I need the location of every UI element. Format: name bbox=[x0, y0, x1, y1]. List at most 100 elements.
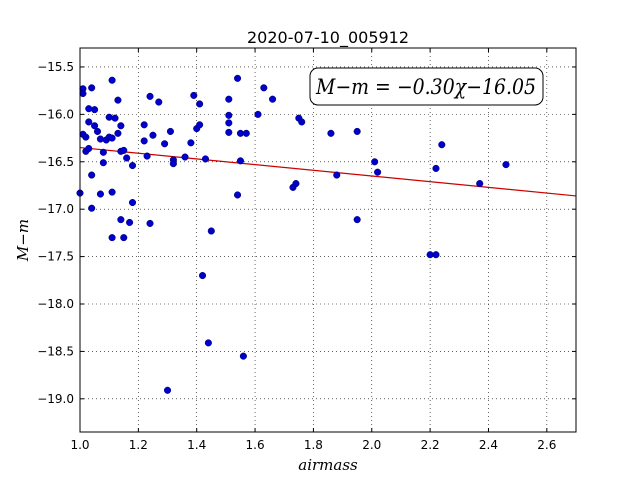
annotation-frame bbox=[309, 67, 544, 106]
data-point bbox=[432, 164, 440, 172]
x-tick-label: 1.2 bbox=[129, 438, 148, 452]
x-tick-label: 1.0 bbox=[70, 438, 89, 452]
x-tick-label: 2.4 bbox=[479, 438, 498, 452]
data-point bbox=[269, 95, 277, 103]
data-point bbox=[91, 122, 99, 130]
data-point bbox=[236, 157, 245, 165]
data-point bbox=[225, 111, 233, 119]
data-point bbox=[79, 89, 87, 98]
x-tick-label: 2.2 bbox=[421, 438, 440, 452]
data-points bbox=[76, 74, 510, 394]
data-point bbox=[96, 190, 104, 198]
data-point bbox=[149, 131, 157, 139]
data-point bbox=[85, 118, 93, 126]
x-axis-label: airmass bbox=[298, 456, 358, 474]
data-point bbox=[114, 129, 122, 137]
y-tick-label: −16.0 bbox=[37, 107, 74, 121]
data-point bbox=[117, 122, 125, 130]
data-point bbox=[292, 180, 300, 188]
data-point bbox=[207, 227, 215, 235]
data-point bbox=[438, 141, 446, 149]
data-point bbox=[225, 119, 233, 127]
data-point bbox=[88, 84, 96, 92]
data-point bbox=[155, 98, 163, 106]
data-point bbox=[99, 148, 107, 156]
chart-title: 2020-07-10_005912 bbox=[247, 28, 409, 48]
data-point bbox=[85, 144, 93, 153]
data-point bbox=[187, 139, 195, 147]
data-point bbox=[353, 127, 361, 135]
data-point bbox=[88, 204, 96, 212]
data-point bbox=[123, 154, 131, 162]
data-point bbox=[502, 161, 510, 169]
y-tick-label: −16.5 bbox=[37, 155, 74, 169]
data-point bbox=[128, 198, 137, 207]
axis-ticks bbox=[79, 48, 576, 432]
data-point bbox=[254, 110, 262, 118]
fit-line bbox=[79, 146, 577, 197]
data-point bbox=[117, 216, 125, 224]
plot-frame bbox=[79, 47, 577, 433]
x-tick-label: 1.4 bbox=[187, 438, 206, 452]
data-point bbox=[82, 133, 90, 141]
x-tick-label: 1.6 bbox=[246, 438, 265, 452]
data-point bbox=[108, 234, 116, 242]
data-point bbox=[476, 180, 484, 188]
data-point bbox=[108, 188, 116, 196]
data-point bbox=[225, 95, 233, 103]
fit-line-layer bbox=[79, 146, 577, 197]
data-point bbox=[196, 100, 204, 108]
data-point bbox=[99, 159, 107, 167]
y-tick-label: −19.0 bbox=[37, 392, 74, 406]
data-point bbox=[128, 162, 137, 170]
data-point bbox=[201, 155, 210, 163]
data-point bbox=[169, 160, 177, 168]
data-point bbox=[374, 168, 382, 176]
data-point bbox=[298, 118, 306, 126]
data-point bbox=[88, 171, 96, 179]
data-point bbox=[96, 135, 104, 143]
data-point bbox=[114, 96, 122, 104]
data-point bbox=[181, 153, 189, 161]
y-tick-label: −15.5 bbox=[37, 60, 74, 74]
data-point bbox=[85, 105, 93, 113]
x-tick-label: 1.8 bbox=[304, 438, 323, 452]
data-point bbox=[260, 84, 268, 92]
data-point bbox=[198, 272, 207, 280]
data-point bbox=[234, 74, 242, 82]
data-point bbox=[120, 146, 128, 154]
grid-lines bbox=[79, 48, 576, 432]
data-point bbox=[353, 216, 361, 224]
data-point bbox=[239, 352, 247, 360]
data-point bbox=[166, 127, 174, 135]
data-point bbox=[242, 129, 250, 137]
data-point bbox=[161, 140, 169, 148]
data-point bbox=[140, 121, 148, 129]
data-point bbox=[234, 191, 242, 199]
data-point bbox=[126, 218, 134, 227]
data-point bbox=[146, 92, 154, 100]
fit-annotation-box: M−m = −0.30χ−16.05 bbox=[309, 67, 544, 106]
data-point bbox=[120, 234, 128, 242]
data-point bbox=[143, 152, 151, 160]
y-tick-label: −17.0 bbox=[37, 202, 74, 216]
x-tick-labels: 1.0 1.2 1.4 1.6 1.8 2.0 2.2 2.4 2.6 bbox=[70, 438, 556, 452]
data-point bbox=[146, 219, 154, 227]
data-point bbox=[327, 129, 335, 137]
y-tick-labels: −15.5 −16.0 −16.5 −17.0 −17.5 −18.0 −18.5 −19.0 bbox=[37, 60, 74, 406]
data-point bbox=[163, 386, 172, 394]
y-axis-label: M−m bbox=[14, 219, 32, 262]
data-point bbox=[140, 137, 148, 145]
fit-equation: M−m = −0.30χ−16.05 bbox=[315, 75, 536, 99]
x-tick-label: 2.0 bbox=[362, 438, 381, 452]
data-point bbox=[190, 91, 198, 99]
y-tick-label: −18.5 bbox=[37, 344, 74, 358]
data-point bbox=[91, 106, 99, 114]
data-point bbox=[432, 251, 440, 259]
data-point bbox=[93, 127, 102, 135]
data-point bbox=[111, 114, 119, 122]
y-tick-label: −18.0 bbox=[37, 297, 74, 311]
x-tick-label: 2.6 bbox=[537, 438, 556, 452]
data-point bbox=[196, 121, 204, 129]
data-point bbox=[333, 171, 341, 179]
